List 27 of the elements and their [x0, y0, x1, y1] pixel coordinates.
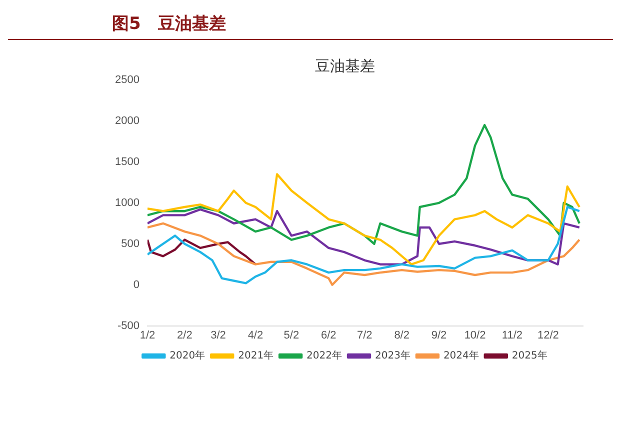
x-tick-label: 9/2: [431, 329, 447, 342]
x-tick-label: 2/2: [177, 329, 192, 342]
legend-label: 2025年: [512, 350, 548, 362]
x-tick-label: 3/2: [210, 329, 226, 342]
chart-subtitle: 豆油基差: [315, 56, 375, 75]
x-tick-label: 10/2: [464, 329, 486, 342]
chart-title: 图5 豆油基差: [8, 8, 613, 40]
x-tick-label: 5/2: [284, 329, 300, 342]
x-tick-label: 11/2: [502, 329, 523, 342]
legend-label: 2020年: [170, 350, 206, 362]
legend-label: 2023年: [375, 350, 410, 362]
x-tick-label: 8/2: [394, 329, 410, 342]
y-tick-label: 2000: [114, 115, 140, 127]
x-tick-label: 7/2: [356, 329, 372, 342]
x-tick-label: 12/2: [537, 329, 559, 342]
y-tick-label: -500: [117, 320, 140, 332]
y-tick-label: 0: [133, 278, 140, 291]
x-tick-label: 1/2: [140, 329, 156, 342]
y-tick-label: 2500: [114, 74, 140, 86]
legend-label: 2024年: [443, 350, 479, 362]
x-tick-label: 4/2: [248, 329, 264, 342]
y-tick-label: 1500: [114, 156, 140, 168]
y-tick-label: 500: [121, 238, 140, 250]
legend-label: 2022年: [306, 350, 342, 362]
y-tick-label: 1000: [114, 196, 140, 209]
legend-label: 2021年: [238, 350, 274, 362]
x-tick-label: 6/2: [320, 329, 336, 342]
